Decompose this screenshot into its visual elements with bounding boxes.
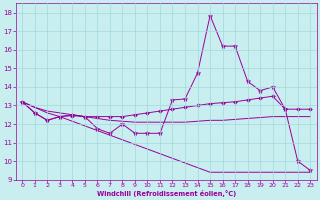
- X-axis label: Windchill (Refroidissement éolien,°C): Windchill (Refroidissement éolien,°C): [97, 190, 236, 197]
